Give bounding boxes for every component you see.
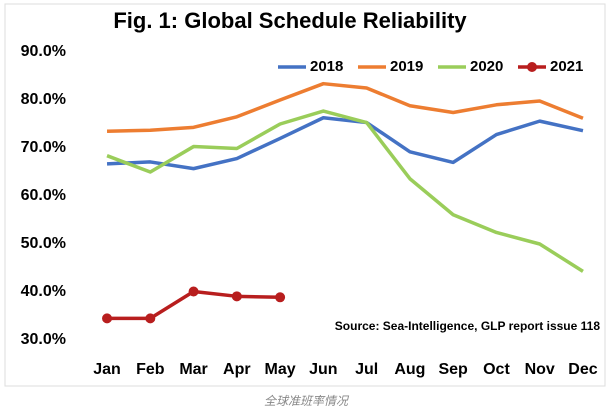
legend-marker (527, 62, 537, 72)
y-tick-label: 60.0% (21, 187, 66, 204)
x-tick-label: Jan (93, 361, 121, 378)
series-line (106, 109, 584, 273)
legend-label: 2018 (310, 58, 343, 75)
legend-label: 2021 (550, 58, 583, 75)
series-marker (188, 286, 199, 297)
series-line (106, 81, 584, 133)
series-marker (102, 313, 113, 324)
legend-label: 2019 (390, 58, 423, 75)
chart-title: Fig. 1: Global Schedule Reliability (113, 8, 467, 33)
x-tick-label: Dec (568, 361, 597, 378)
source-note: Source: Sea-Intelligence, GLP report iss… (335, 319, 601, 333)
series-marker (275, 292, 286, 303)
y-tick-label: 50.0% (21, 235, 66, 252)
x-tick-label: Aug (394, 361, 425, 378)
series-line (106, 116, 584, 171)
x-tick-label: Sep (438, 361, 468, 378)
x-tick-label: Mar (179, 361, 207, 378)
legend-label: 2020 (470, 58, 503, 75)
series-marker (231, 291, 242, 302)
y-tick-label: 90.0% (21, 43, 66, 60)
y-tick-label: 70.0% (21, 139, 66, 156)
x-tick-label: Nov (525, 361, 555, 378)
y-tick-label: 40.0% (21, 283, 66, 300)
y-tick-label: 30.0% (21, 331, 66, 348)
x-tick-label: May (265, 361, 296, 378)
y-tick-label: 80.0% (21, 91, 66, 108)
x-tick-label: Feb (136, 361, 165, 378)
x-tick-label: Oct (483, 361, 510, 378)
x-tick-label: Jul (355, 361, 378, 378)
series-marker (145, 313, 156, 324)
x-tick-label: Jun (309, 361, 337, 378)
caption: 全球准班率情况 (264, 394, 350, 408)
x-tick-label: Apr (223, 361, 251, 378)
